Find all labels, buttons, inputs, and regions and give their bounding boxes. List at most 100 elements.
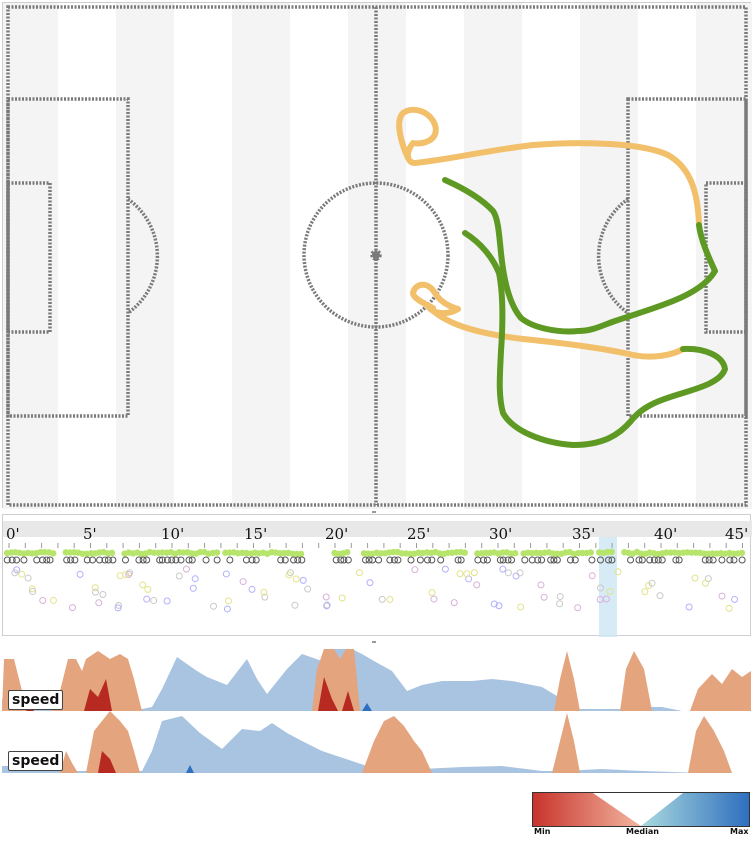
timeline-event-pass (738, 549, 746, 557)
timeline-panel[interactable]: 0' 5' 10' 15' 20' 25' 30' 35' 40' 45' (2, 514, 752, 637)
timeline-event-touch (730, 556, 738, 564)
speed-2-max-peaks (186, 765, 194, 773)
timeline-event-other (28, 585, 36, 593)
timeline-event-other (139, 581, 147, 589)
timeline-event-other (99, 590, 107, 598)
timeline-event-other (24, 574, 32, 582)
timeline-event-touch (547, 556, 555, 564)
timeline-event-other (338, 594, 346, 602)
timeline-event-other (386, 596, 394, 604)
timeline-event-other (299, 576, 307, 584)
speed-chart-player-1: speed (2, 649, 751, 711)
timeline-event-touch (483, 556, 491, 564)
timeline-event-other (248, 585, 256, 593)
tick-label-20: 20' (325, 525, 349, 543)
timeline-event-other (614, 568, 622, 576)
timeline-splitter-handle[interactable] (372, 641, 376, 643)
timeline-event-other (126, 569, 134, 577)
tick-label-15: 15' (244, 525, 268, 543)
speed-chart-player-2: speed (2, 711, 751, 773)
timeline-event-other (260, 588, 268, 596)
timeline-event-pass (461, 549, 468, 556)
timeline-event-other (261, 593, 269, 601)
timeline-event-other (490, 600, 498, 608)
timeline-event-touch (479, 556, 487, 564)
timeline-event-markers (3, 548, 746, 613)
timeline-event-other (701, 579, 709, 587)
timeline-event-touch (89, 556, 97, 564)
color-scale-bar (532, 792, 750, 827)
timeline-event-other (182, 565, 190, 573)
timeline-event-other (725, 604, 733, 612)
timeline-event-other (378, 595, 386, 603)
timeline-event-touch (177, 556, 185, 564)
timeline-event-touch (101, 556, 109, 564)
timeline-event-touch (172, 556, 180, 564)
timeline-event-touch (242, 556, 250, 564)
timeline-event-other (641, 588, 649, 596)
timeline-event-other (456, 570, 464, 578)
pitch-splitter-handle[interactable] (372, 511, 376, 513)
timeline-event-touch (63, 556, 71, 564)
timeline-event-other (304, 585, 312, 593)
timeline-event-other (125, 570, 133, 578)
timeline-event-other (292, 575, 300, 583)
timeline-event-touch (213, 556, 221, 564)
timeline-event-touch (8, 556, 16, 564)
timeline-event-touch (646, 556, 654, 564)
timeline-event-other (540, 593, 548, 601)
timeline-event-touch (39, 556, 47, 564)
timeline-event-touch (139, 556, 147, 564)
timeline-event-other (39, 596, 47, 604)
timeline-event-touch (43, 556, 51, 564)
timeline-event-other (239, 578, 247, 586)
timeline-event-pass (587, 549, 594, 556)
timeline-events (3, 543, 746, 613)
timeline-event-touch (424, 556, 432, 564)
timeline-event-other (223, 605, 231, 613)
timeline-event-pass (213, 549, 221, 556)
timeline-event-touch (474, 556, 482, 564)
timeline-event-touch (332, 556, 340, 564)
timeline-event-touch (281, 556, 289, 564)
speed-2-below-median (2, 716, 702, 773)
timeline-event-touch (202, 556, 210, 564)
timeline-event-touch (407, 556, 415, 564)
legend-min-label: Min (534, 827, 551, 836)
speed-label-1: speed (8, 690, 64, 710)
timeline-event-touch (104, 556, 112, 564)
timeline-event-touch (156, 556, 164, 564)
timeline-event-other (210, 602, 218, 610)
timeline-event-touch (188, 556, 196, 564)
timeline-event-other (49, 596, 57, 604)
timeline-event-touch (390, 556, 398, 564)
timeline-event-touch (20, 556, 28, 564)
timeline-event-touch (46, 556, 54, 564)
timeline-event-touch (437, 556, 445, 564)
timeline-event-touch (226, 556, 234, 564)
timeline-event-touch (96, 556, 104, 564)
timeline-event-touch (534, 556, 542, 564)
tick-label-5: 5' (83, 525, 97, 543)
timeline-event-touch (553, 556, 561, 564)
timeline-event-touch (337, 556, 345, 564)
timeline-event-touch (454, 556, 462, 564)
timeline-event-touch (508, 556, 516, 564)
speed-area-2 (2, 711, 732, 773)
timeline-event-other (224, 597, 232, 605)
timeline-event-touch (499, 556, 507, 564)
timeline-event-other (731, 595, 739, 603)
timeline-event-touch (550, 556, 558, 564)
timeline-event-touch (528, 556, 536, 564)
timeline-event-pass (344, 548, 351, 556)
timeline-event-other (504, 569, 512, 577)
timeline-event-other (648, 579, 656, 587)
timeline-event-touch (605, 556, 613, 564)
timeline-event-other (11, 569, 19, 577)
timeline-event-other (122, 571, 130, 579)
timeline-event-pass (50, 550, 57, 557)
timeline-event-touch (252, 556, 260, 564)
timeline-event-touch (654, 556, 662, 564)
timeline-event-touch (504, 556, 512, 564)
timeline-event-touch (566, 556, 574, 564)
